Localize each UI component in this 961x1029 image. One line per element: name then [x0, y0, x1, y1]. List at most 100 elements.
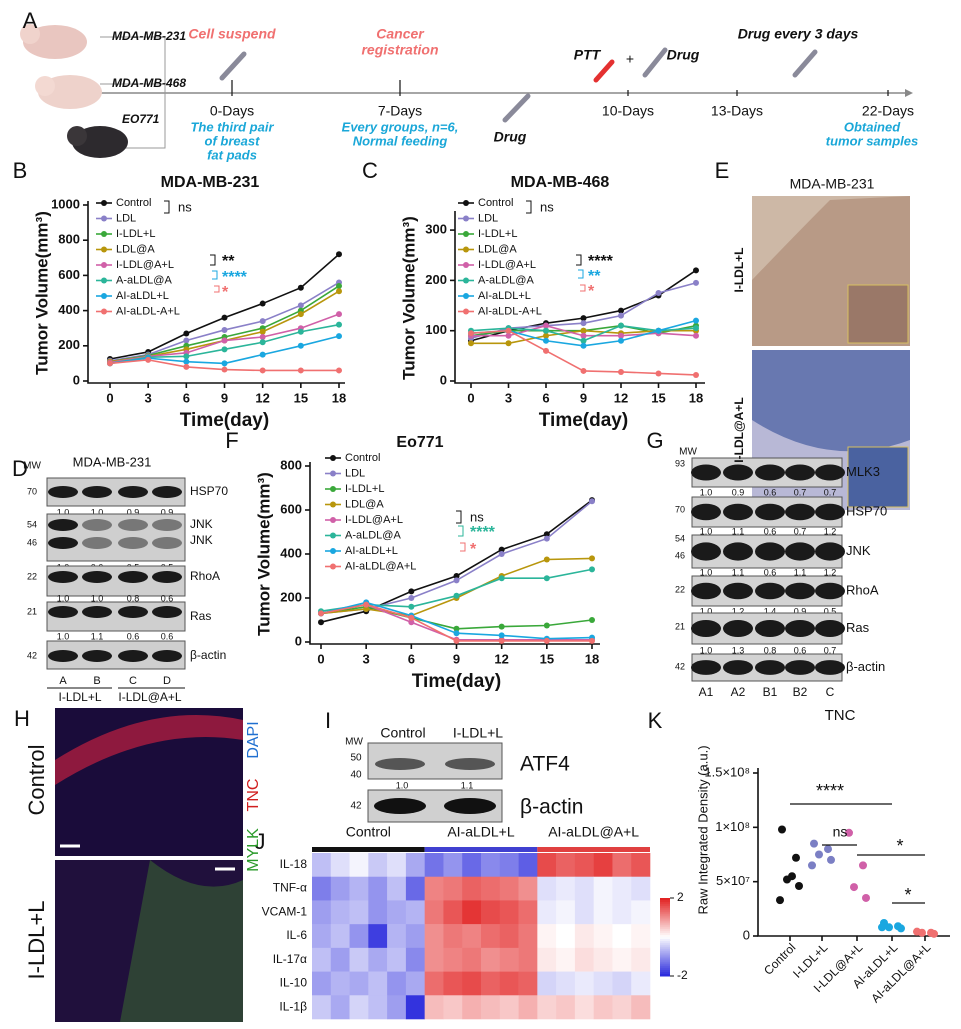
data-point — [221, 314, 228, 321]
step-note: fat pads — [207, 147, 257, 162]
heat-cell — [405, 995, 425, 1020]
quant-value: 1.1 — [461, 780, 474, 790]
y-tick-label: 400 — [58, 302, 80, 317]
x-axis-label: Time(day) — [412, 671, 501, 692]
quant-value: 0.6 — [161, 593, 174, 603]
y-tick-label: 100 — [425, 322, 447, 337]
mw-marker: 93 — [675, 458, 685, 468]
panel-label: C — [362, 158, 378, 183]
heat-cell — [499, 947, 519, 972]
blot-band — [82, 519, 112, 531]
lane-label: C — [826, 685, 835, 699]
data-point — [878, 923, 886, 932]
data-point — [810, 839, 818, 848]
quant-value: 0.7 — [824, 487, 837, 497]
heat-cell — [349, 947, 369, 972]
legend-label: A-aLDL@A — [478, 274, 534, 286]
mw-label: MW — [679, 447, 697, 458]
colorbar-step — [660, 905, 670, 909]
panel-label: J — [255, 829, 266, 854]
row-label: IL-10 — [280, 976, 308, 990]
heat-cell — [443, 947, 463, 972]
heat-cell — [349, 924, 369, 949]
blot-band — [785, 619, 815, 638]
data-point — [693, 267, 699, 274]
legend-label: I-LDL@A+L — [478, 259, 536, 271]
sig-bracket — [214, 285, 220, 293]
y-tick-label: 1000 — [51, 196, 80, 211]
data-point — [693, 332, 699, 339]
blot-band — [152, 571, 182, 583]
heat-cell — [631, 924, 651, 949]
colorbar-label: 2 — [677, 890, 684, 904]
legend-label: I-LDL@A+L — [345, 514, 403, 526]
heat-cell — [556, 853, 576, 878]
legend-label: AI-aLDL+L — [345, 545, 398, 557]
heat-cell — [537, 853, 557, 878]
stain-label: TNC — [245, 779, 262, 812]
y-tick-label: 0 — [295, 633, 302, 648]
panel-label: A — [23, 8, 38, 33]
treatment: Drug every 3 days — [738, 26, 859, 42]
heat-cell — [537, 971, 557, 996]
legend-label: AI-aLDL-A+L — [478, 305, 542, 317]
data-point — [589, 617, 595, 623]
data-point — [259, 351, 266, 358]
legend-marker — [463, 293, 469, 299]
heat-cell — [499, 853, 519, 878]
x-tick-label: 18 — [332, 390, 346, 405]
data-point — [589, 555, 595, 562]
blot-band — [152, 650, 182, 662]
panel-label: G — [646, 428, 663, 453]
cell-line: MDA-MB-231 — [112, 29, 186, 43]
data-point — [505, 340, 512, 347]
heat-cell — [593, 947, 613, 972]
syringes — [219, 47, 818, 123]
y-tick-label: 300 — [425, 222, 447, 237]
heat-cell — [349, 876, 369, 901]
quant-value: 1.2 — [824, 567, 837, 577]
data-point — [453, 577, 460, 584]
treatment: Drug — [494, 129, 527, 145]
colorbar-step — [660, 950, 670, 954]
significance: ns — [833, 824, 848, 840]
colorbar-step — [660, 962, 670, 965]
data-point — [363, 606, 370, 612]
mw-marker: 70 — [27, 486, 37, 496]
heat-cell — [481, 853, 501, 878]
blot-band — [118, 606, 148, 618]
blot-band — [785, 542, 815, 561]
heat-cell — [574, 853, 594, 878]
colorbar-step — [660, 898, 670, 901]
heat-cell — [424, 924, 444, 949]
heat-cell — [593, 971, 613, 996]
data-point — [259, 300, 266, 307]
sig-bracket — [576, 254, 582, 266]
data-point — [145, 356, 152, 363]
legend-marker — [101, 231, 107, 237]
day-label: 13-Days — [711, 103, 763, 119]
legend-label: Control — [478, 197, 513, 209]
colorbar-step — [660, 925, 670, 928]
quant-value: 0.9 — [794, 606, 807, 616]
legend-marker — [330, 455, 336, 461]
row-label: I-LDL+L — [732, 248, 746, 293]
colorbar-step — [660, 960, 670, 963]
heat-cell — [612, 924, 632, 949]
y-tick-label: 0 — [73, 372, 80, 387]
data-point — [498, 637, 505, 644]
data-point — [580, 337, 587, 344]
group-label: Control — [346, 824, 391, 840]
heat-cell — [349, 853, 369, 878]
heat-cell — [349, 995, 369, 1020]
quant-value: 1.1 — [91, 631, 104, 641]
data-point — [792, 853, 800, 862]
panel-label: H — [14, 706, 30, 731]
step-title: Cancer — [376, 26, 425, 42]
x-tick-label: 12 — [494, 651, 508, 666]
heat-cell — [537, 947, 557, 972]
heat-cell — [593, 924, 613, 949]
heat-cell — [312, 876, 332, 901]
timeline — [100, 36, 913, 149]
colorbar-step — [660, 972, 670, 975]
